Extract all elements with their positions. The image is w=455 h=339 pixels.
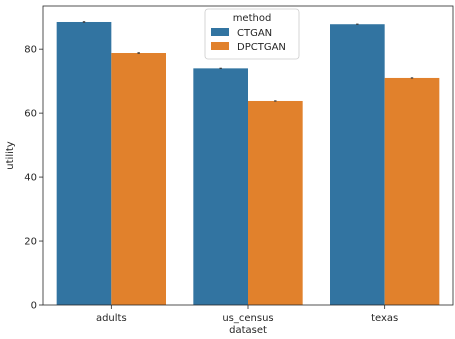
bar-dpctgan-us_census xyxy=(248,100,303,305)
x-tick-label-texas: texas xyxy=(371,313,398,324)
legend-title: method xyxy=(233,13,272,24)
y-tick-label-80: 80 xyxy=(24,45,37,56)
bars-group xyxy=(56,21,440,305)
y-tick-label-60: 60 xyxy=(24,109,37,120)
error-bars-group xyxy=(82,21,414,102)
y-tick-label-40: 40 xyxy=(24,173,37,184)
bar-ctgan-adults xyxy=(56,21,112,305)
x-tick-label-us_census: us_census xyxy=(222,313,273,324)
y-axis-label: utility xyxy=(5,141,16,170)
bar-dpctgan-texas xyxy=(384,77,440,305)
x-tick-label-adults: adults xyxy=(96,313,127,324)
x-axis: adults us_census texas xyxy=(96,305,398,324)
y-tick-label-0: 0 xyxy=(31,301,37,312)
legend: method CTGAN DPCTGAN xyxy=(204,8,300,60)
legend-label-ctgan: CTGAN xyxy=(237,28,272,39)
legend-swatch-ctgan xyxy=(211,28,229,36)
bar-ctgan-texas xyxy=(330,24,385,305)
legend-swatch-dpctgan xyxy=(211,42,229,50)
y-tick-label-20: 20 xyxy=(24,237,37,248)
y-axis: 0 20 40 60 80 xyxy=(24,45,43,312)
x-axis-label: dataset xyxy=(229,325,267,336)
plot-frame xyxy=(42,5,454,306)
legend-label-dpctgan: DPCTGAN xyxy=(237,42,286,53)
bar-ctgan-us_census xyxy=(193,68,248,305)
bar-dpctgan-adults xyxy=(111,53,166,305)
